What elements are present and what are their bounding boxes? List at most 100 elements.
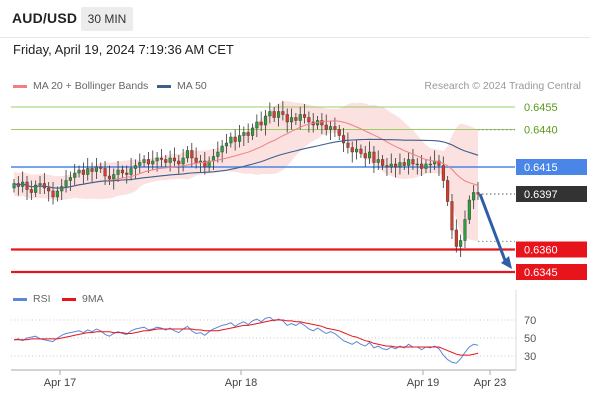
candle [381,155,385,170]
bollinger-band-fill [14,101,478,242]
candle [398,153,402,175]
candle [264,110,268,136]
candle [467,195,471,224]
candle-body [99,166,103,169]
candle [472,185,476,209]
candle-body [155,157,159,162]
candle [112,168,116,190]
candle-body [476,192,480,195]
candle-body [298,114,302,121]
candle-body [224,142,229,147]
candle [298,107,302,130]
candle [181,149,185,172]
candle [437,155,441,176]
candle [90,162,94,182]
ma50-line [13,138,479,189]
level-label-text: 0.6397 [524,189,558,201]
candle [233,129,237,151]
candle-body [398,162,402,168]
candle [329,120,333,140]
candle-body [355,148,359,153]
candle [337,125,341,140]
candle-body [86,168,90,175]
level-label-box [516,186,587,202]
candle-body [220,145,224,153]
candle [194,147,198,169]
header-divider [0,37,590,38]
candle [242,126,246,146]
candle-body [441,165,445,181]
candle [77,165,81,178]
rsi-ma-line [14,319,479,356]
candle-body [181,157,185,165]
candle-body [463,219,467,241]
candle-body [34,184,38,193]
x-tick-label: Apr 23 [474,377,506,389]
level-labels: 0.6455 0.6440 0.6415 0.6397 0.6360 0.6345 [516,102,587,280]
candle-body [346,142,350,148]
candle-body [64,180,68,187]
candle-body [342,135,346,144]
ma9-label: 9MA [82,293,104,305]
candle-body [94,166,98,172]
candle-body [77,169,81,174]
level-label-text: 0.6360 [524,245,558,257]
candle-body [402,162,406,166]
candle [142,155,146,167]
ma50-label: MA 50 [177,80,207,92]
candle [47,182,51,202]
arrow-head [501,256,512,269]
candle-body [320,120,324,126]
candle-body [272,111,276,118]
candle [34,180,38,197]
forecast-arrow [478,193,512,269]
candle [155,152,159,172]
candle-body [185,150,190,159]
candle-body [255,121,259,129]
candle [86,158,90,181]
candle-body [107,175,111,180]
candle [441,156,445,188]
candle-body [415,163,419,166]
candle-body [407,159,411,166]
candle [459,234,463,257]
candle-body [38,183,42,186]
candle-body [203,160,207,168]
rsi-panel: 70 50 30 [11,315,536,364]
level-label-box [516,241,587,258]
candle-body [264,115,268,126]
candle [151,150,155,170]
candle [407,152,411,175]
candle-body [146,159,151,165]
candle-body [290,117,294,123]
candle-body [47,187,51,192]
candle-body [177,160,181,165]
candle-body [129,168,133,175]
candle-body [242,132,246,136]
candle-body [472,192,476,201]
candle [290,108,294,130]
candle [203,152,207,175]
level-label-support: 0.6345 [516,264,587,280]
candle-body [324,124,328,130]
level-label-resistance: 0.6455 [524,102,558,114]
candle [159,149,164,167]
candle-body [164,159,168,163]
ma50-swatch [157,84,171,88]
candle-body [389,163,393,168]
candle [303,104,307,124]
candle [120,165,124,178]
candle-body [168,157,172,163]
candle [68,171,72,191]
candle [125,165,129,184]
candle-body [294,117,298,121]
candle [107,165,111,185]
bollinger-bands [14,101,478,242]
candle [81,162,85,184]
timeframe-button[interactable]: 30 MIN [81,7,133,31]
rsi-swatch [13,297,27,301]
candle-body [103,168,107,177]
candle [307,111,311,133]
candle-body [142,159,146,163]
candle [99,162,103,173]
